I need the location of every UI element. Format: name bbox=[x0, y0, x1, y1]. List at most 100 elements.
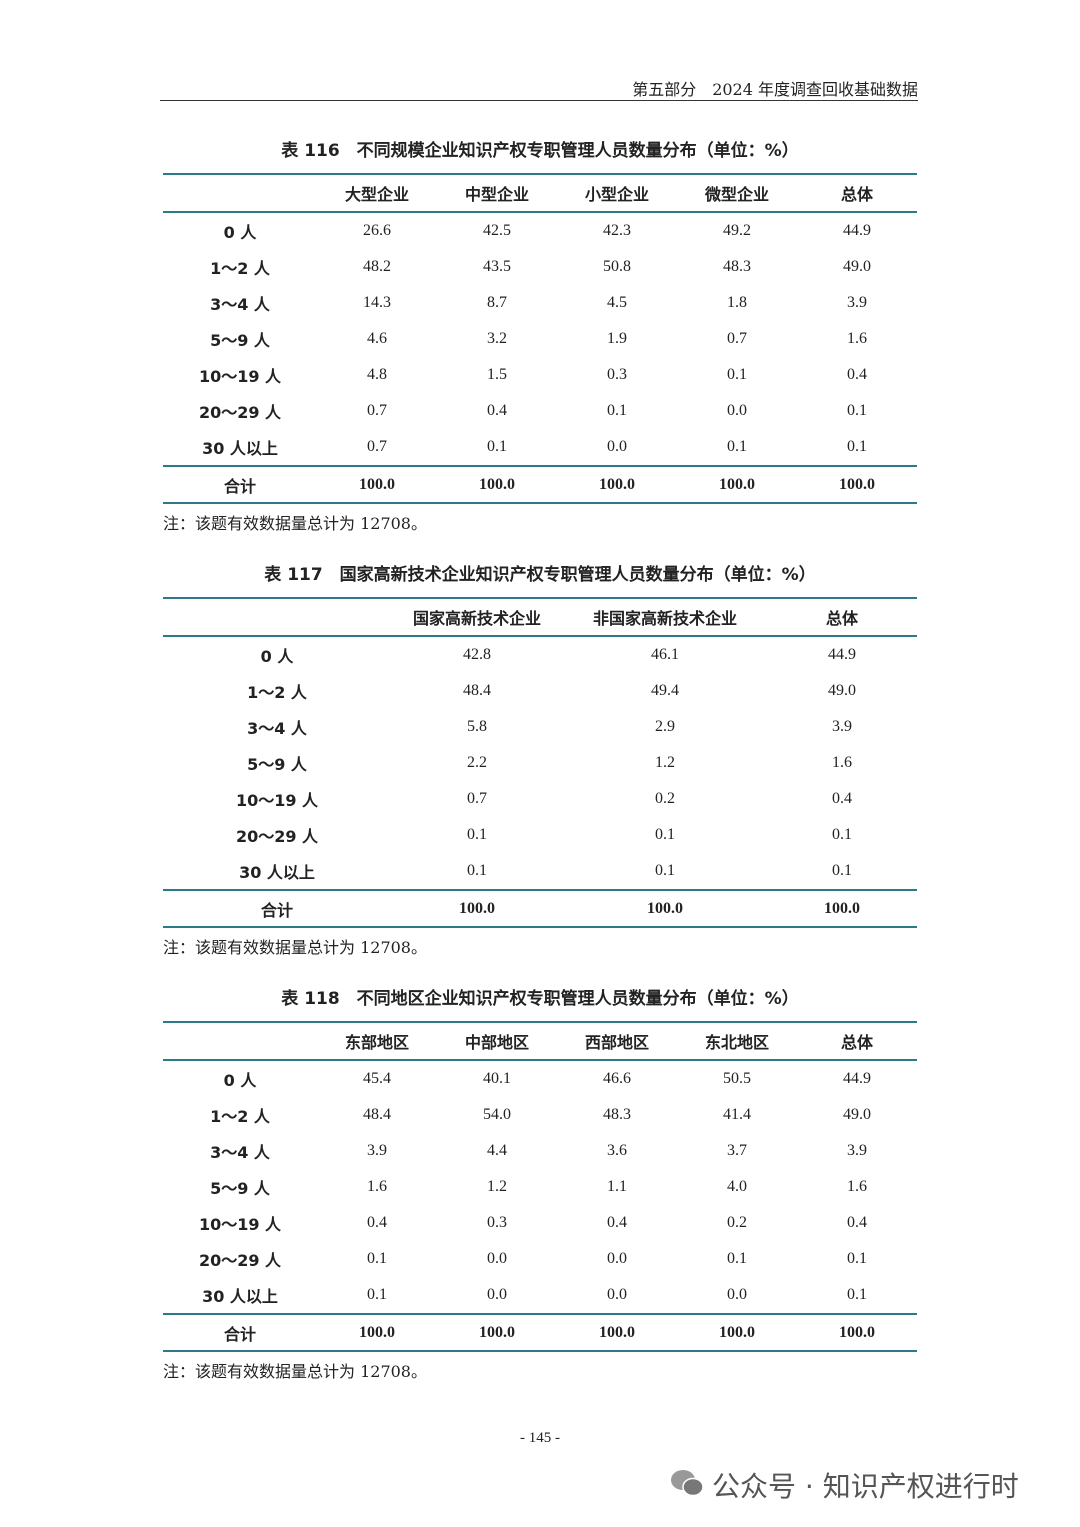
row-label: 合计 bbox=[163, 1313, 317, 1352]
cell: 14.3 bbox=[363, 294, 391, 311]
column-header: 总体 bbox=[797, 1021, 917, 1061]
row-label: 10～19 人 bbox=[235, 791, 319, 810]
cell: 2.9 bbox=[655, 718, 675, 735]
column-header: 东部地区 bbox=[317, 1021, 437, 1061]
cell: 0.1 bbox=[487, 438, 507, 455]
cell: 4.0 bbox=[727, 1178, 747, 1195]
table-title: 表 118 不同地区企业知识产权专职管理人员数量分布（单位：%） bbox=[281, 989, 799, 1009]
cell: 48.3 bbox=[723, 258, 751, 275]
cell: 49.0 bbox=[843, 258, 871, 275]
column-header: 国家高新技术企业 bbox=[391, 597, 563, 637]
table-title: 表 117 国家高新技术企业知识产权专职管理人员数量分布（单位：%） bbox=[264, 565, 816, 585]
cell: 4.5 bbox=[607, 294, 627, 311]
cell: 49.0 bbox=[828, 682, 856, 699]
cell: 54.0 bbox=[483, 1106, 511, 1123]
cell: 0.1 bbox=[847, 1250, 867, 1267]
cell: 0.1 bbox=[655, 862, 675, 879]
data-row: 10～19 人 4.8 1.5 0.3 0.1 0.4 bbox=[163, 357, 917, 393]
cell: 0.0 bbox=[487, 1286, 507, 1303]
cell: 43.5 bbox=[483, 258, 511, 275]
data-row: 3～4 人 3.9 4.4 3.6 3.7 3.9 bbox=[163, 1133, 917, 1169]
cell: 0.7 bbox=[367, 402, 387, 419]
cell: 0.4 bbox=[847, 1214, 867, 1231]
data-row: 30 人以上 0.7 0.1 0.0 0.1 0.1 bbox=[163, 429, 917, 466]
data-row: 30 人以上 0.1 0.1 0.1 bbox=[163, 853, 917, 890]
data-row: 0 人 45.4 40.1 46.6 50.5 44.9 bbox=[163, 1060, 917, 1097]
column-header: 中型企业 bbox=[437, 173, 557, 213]
cell: 1.6 bbox=[367, 1178, 387, 1195]
row-label: 5～9 人 bbox=[210, 1179, 270, 1198]
cell: 100.0 bbox=[557, 465, 677, 504]
cell: 100.0 bbox=[563, 889, 767, 928]
row-label: 10～19 人 bbox=[198, 1215, 282, 1234]
cell: 0.0 bbox=[727, 402, 747, 419]
data-row: 0 人 42.8 46.1 44.9 bbox=[163, 636, 917, 673]
cell: 0.4 bbox=[832, 790, 852, 807]
data-row: 3～4 人 5.8 2.9 3.9 bbox=[163, 709, 917, 745]
row-label: 3～4 人 bbox=[210, 295, 270, 314]
column-header: 总体 bbox=[767, 597, 917, 637]
cell: 100.0 bbox=[437, 465, 557, 504]
row-label: 3～4 人 bbox=[210, 1143, 270, 1162]
cell: 48.4 bbox=[363, 1106, 391, 1123]
cell: 0.4 bbox=[607, 1214, 627, 1231]
cell: 49.0 bbox=[843, 1106, 871, 1123]
total-row: 合计 100.0 100.0 100.0 100.0 100.0 bbox=[163, 465, 917, 504]
cell: 3.9 bbox=[832, 718, 852, 735]
header-row: 国家高新技术企业 非国家高新技术企业 总体 bbox=[163, 597, 917, 637]
cell: 0.0 bbox=[487, 1250, 507, 1267]
data-row: 20～29 人 0.7 0.4 0.1 0.0 0.1 bbox=[163, 393, 917, 429]
row-label: 5～9 人 bbox=[247, 755, 307, 774]
cell: 3.2 bbox=[487, 330, 507, 347]
cell: 0.1 bbox=[607, 402, 627, 419]
cell: 44.9 bbox=[843, 1070, 871, 1087]
header-rule bbox=[160, 100, 918, 101]
column-header: 非国家高新技术企业 bbox=[563, 597, 767, 637]
cell: 0.2 bbox=[727, 1214, 747, 1231]
row-label: 10～19 人 bbox=[198, 367, 282, 386]
column-header: 东北地区 bbox=[677, 1021, 797, 1061]
cell: 100.0 bbox=[677, 465, 797, 504]
column-header: 总体 bbox=[797, 173, 917, 213]
row-label: 30 人以上 bbox=[202, 439, 278, 458]
cell: 0.1 bbox=[832, 862, 852, 879]
cell: 100.0 bbox=[767, 889, 917, 928]
total-row: 合计 100.0 100.0 100.0 bbox=[163, 889, 917, 928]
data-row: 10～19 人 0.4 0.3 0.4 0.2 0.4 bbox=[163, 1205, 917, 1241]
table-note: 注：该题有效数据量总计为 12708。 bbox=[163, 1362, 427, 1381]
cell: 100.0 bbox=[557, 1313, 677, 1352]
cell: 0.3 bbox=[487, 1214, 507, 1231]
cell: 0.1 bbox=[467, 826, 487, 843]
cell: 49.4 bbox=[651, 682, 679, 699]
row-label: 0 人 bbox=[223, 223, 257, 242]
row-label: 30 人以上 bbox=[202, 1287, 278, 1306]
header: 第五部分 2024 年度调查回收基础数据 bbox=[632, 80, 918, 99]
cell: 0.7 bbox=[727, 330, 747, 347]
row-label: 1～2 人 bbox=[210, 1107, 270, 1126]
watermark-icon bbox=[671, 1470, 704, 1497]
cell: 4.6 bbox=[367, 330, 387, 347]
column-header: 西部地区 bbox=[557, 1021, 677, 1061]
cell: 0.4 bbox=[367, 1214, 387, 1231]
cell: 1.5 bbox=[487, 366, 507, 383]
header-row: 大型企业 中型企业 小型企业 微型企业 总体 bbox=[163, 173, 917, 213]
cell: 1.8 bbox=[727, 294, 747, 311]
cell: 100.0 bbox=[797, 465, 917, 504]
cell: 50.8 bbox=[603, 258, 631, 275]
cell: 50.5 bbox=[723, 1070, 751, 1087]
data-row: 3～4 人 14.3 8.7 4.5 1.8 3.9 bbox=[163, 285, 917, 321]
cell: 3.9 bbox=[367, 1142, 387, 1159]
row-label: 30 人以上 bbox=[239, 863, 315, 882]
cell: 0.0 bbox=[607, 438, 627, 455]
cell: 4.8 bbox=[367, 366, 387, 383]
cell: 0.1 bbox=[847, 438, 867, 455]
cell: 41.4 bbox=[723, 1106, 751, 1123]
cell: 100.0 bbox=[391, 889, 563, 928]
row-label: 0 人 bbox=[260, 647, 294, 666]
cell: 0.7 bbox=[367, 438, 387, 455]
cell: 42.3 bbox=[603, 222, 631, 239]
cell: 44.9 bbox=[843, 222, 871, 239]
cell: 0.1 bbox=[847, 1286, 867, 1303]
cell: 100.0 bbox=[317, 1313, 437, 1352]
